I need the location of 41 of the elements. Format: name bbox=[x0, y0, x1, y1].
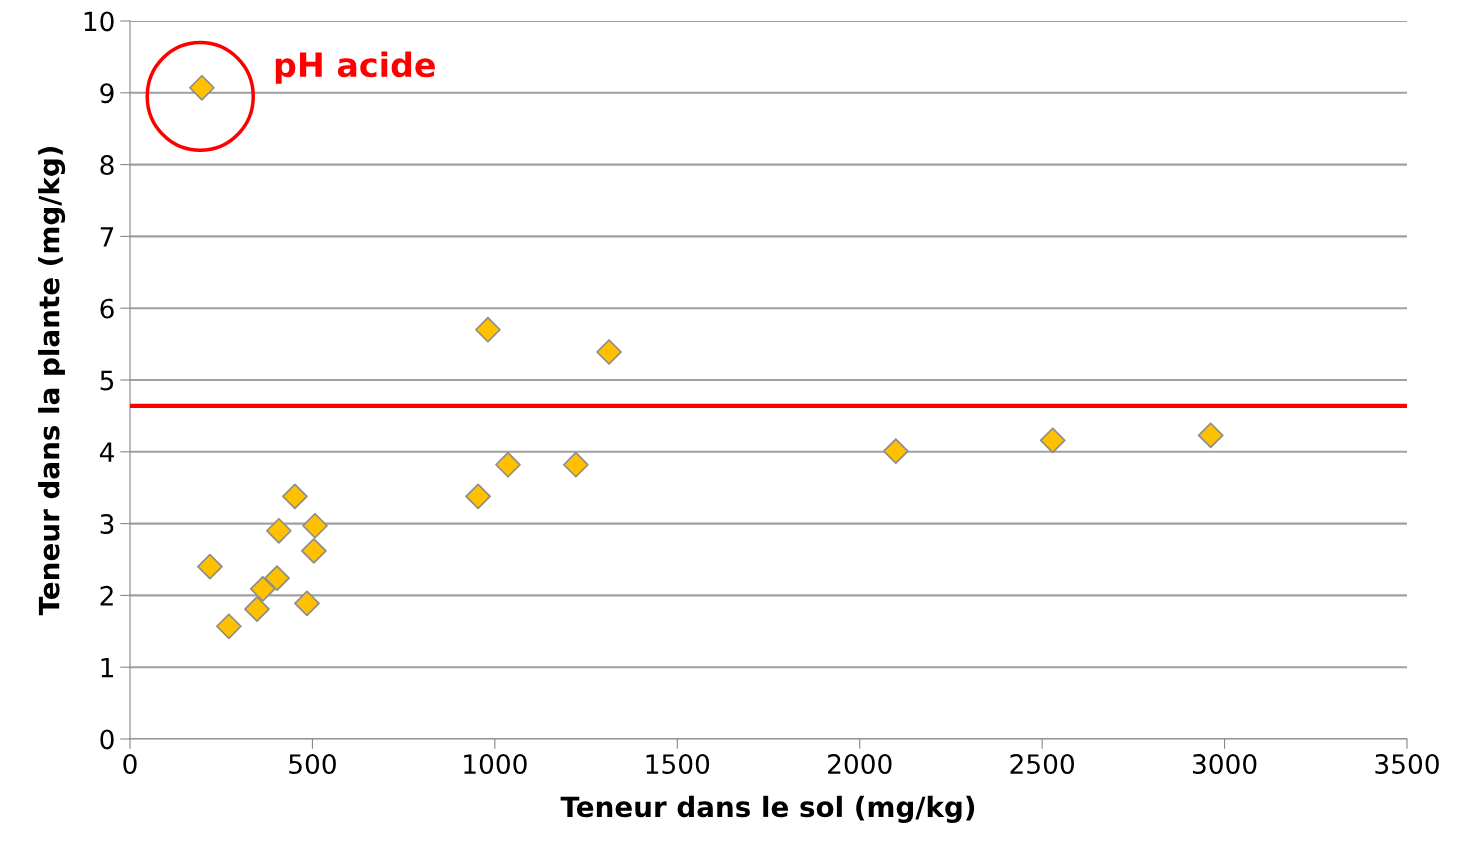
y-axis-title: Teneur dans la plante (mg/kg) bbox=[38, 146, 66, 616]
x-tick-label: 3500 bbox=[1375, 754, 1439, 775]
point bbox=[189, 74, 215, 101]
point bbox=[495, 451, 521, 478]
x-tick-label: 500 bbox=[289, 754, 336, 775]
x-tick-label: 0 bbox=[123, 754, 137, 775]
y-tick-label: 2 bbox=[100, 585, 113, 606]
point bbox=[264, 565, 290, 592]
point bbox=[1039, 427, 1066, 454]
y-tick-label: 6 bbox=[100, 298, 114, 319]
y-tick-label: 3 bbox=[100, 514, 114, 534]
y-tick-label: 7 bbox=[100, 227, 114, 247]
y-tick-label: 10 bbox=[84, 11, 114, 32]
x-tick-label: 2000 bbox=[828, 754, 892, 775]
point bbox=[475, 316, 501, 343]
point bbox=[301, 538, 327, 564]
x-axis-title: Teneur dans le sol (mg/kg) bbox=[560, 795, 975, 823]
point bbox=[294, 590, 320, 617]
point bbox=[882, 438, 909, 464]
y-tick-label: 8 bbox=[100, 155, 114, 175]
point bbox=[216, 613, 242, 640]
y-tick-label: 4 bbox=[99, 442, 114, 462]
y-tick-label: 1 bbox=[101, 657, 113, 678]
point bbox=[244, 596, 270, 622]
point bbox=[302, 512, 328, 539]
x-tick-label: 1500 bbox=[646, 754, 710, 775]
point bbox=[1197, 422, 1224, 449]
y-tick-label: 5 bbox=[100, 370, 114, 391]
point bbox=[249, 576, 276, 602]
point bbox=[265, 517, 292, 544]
point bbox=[197, 553, 223, 580]
point bbox=[562, 451, 589, 478]
annotation: pH acide bbox=[275, 51, 435, 84]
point bbox=[282, 483, 308, 510]
x-tick-label: 1000 bbox=[464, 754, 527, 775]
x-tick-label: 2500 bbox=[1010, 754, 1074, 775]
point bbox=[596, 339, 622, 365]
x-tick-label: 3000 bbox=[1193, 754, 1257, 775]
y-tick-label: 0 bbox=[100, 729, 114, 750]
point bbox=[465, 483, 491, 510]
y-tick-label: 9 bbox=[100, 83, 114, 104]
